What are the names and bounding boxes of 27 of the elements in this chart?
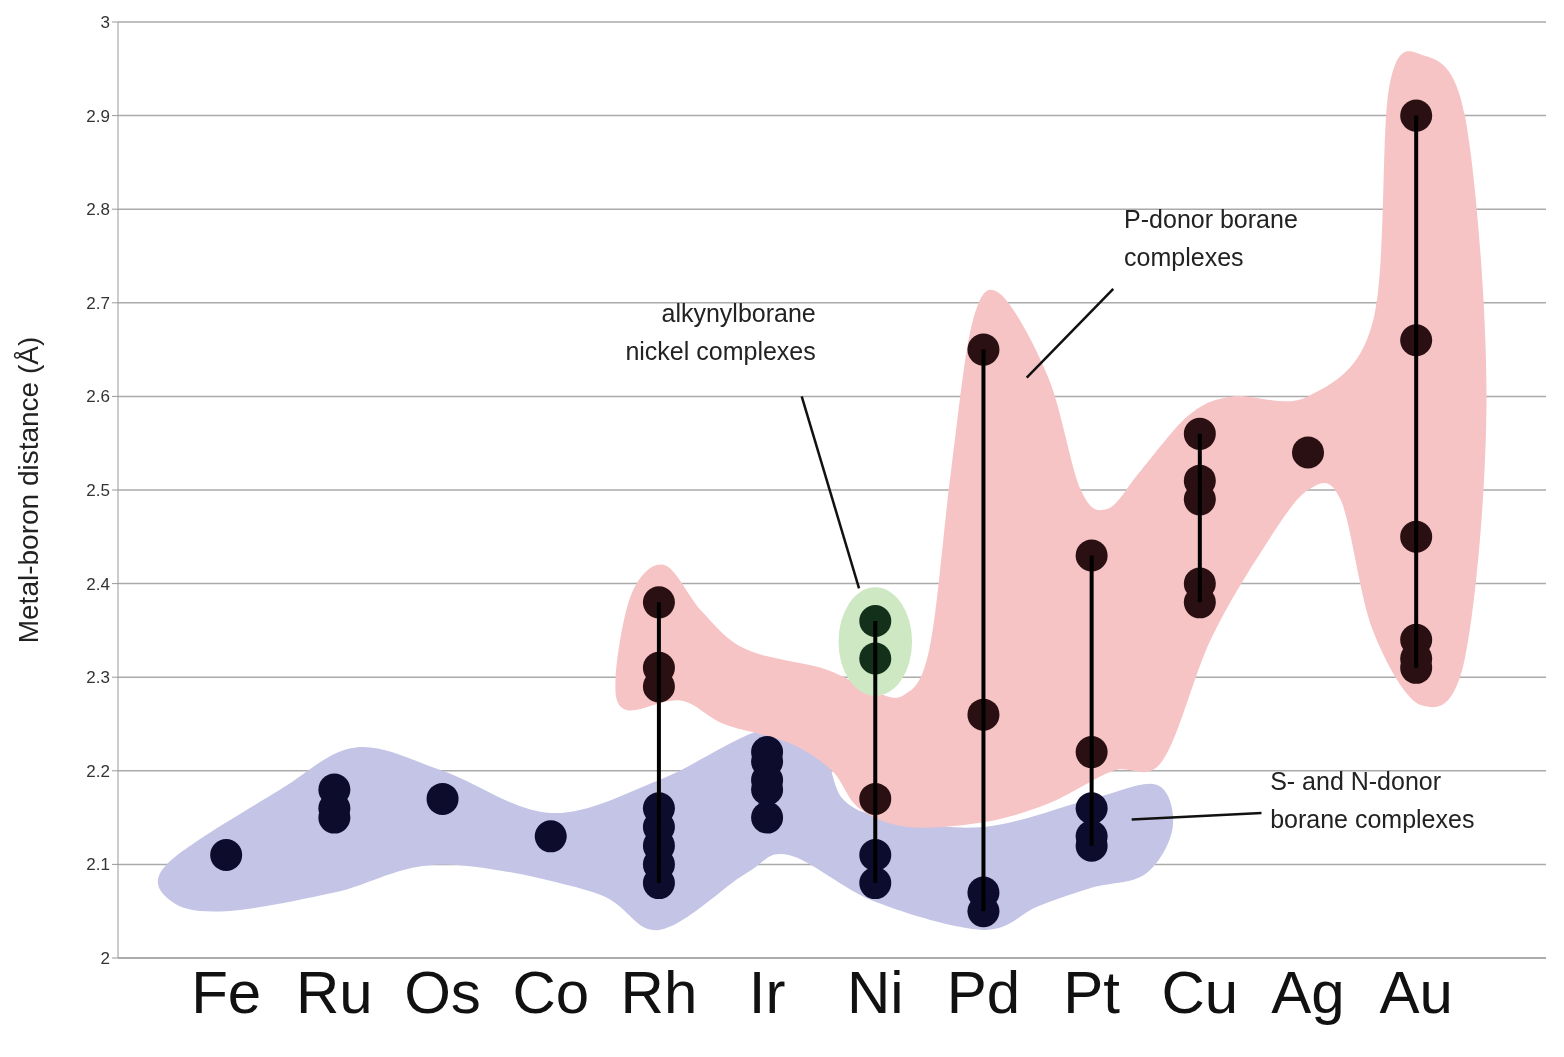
y-tick-label: 2.2 [86, 761, 110, 781]
annotation: S- and N-donor borane complexes [1270, 766, 1475, 833]
x-tick-label: Ni [846, 958, 904, 1026]
y-tick-label: 2.8 [86, 200, 110, 220]
y-tick-label: 2 [100, 949, 110, 969]
x-tick-label: Au [1379, 958, 1453, 1026]
x-tick-label: Pt [1063, 958, 1121, 1026]
x-tick-label: Pd [946, 958, 1021, 1026]
y-tick-label: 2.3 [86, 668, 110, 688]
y-tick-label: 2.4 [86, 574, 110, 594]
annotation: alkynylborane nickel complexes [625, 298, 816, 365]
x-tick-label: Ag [1271, 958, 1345, 1026]
x-tick-label: Ir [748, 958, 786, 1026]
y-tick-label: 3 [100, 13, 110, 33]
x-tick-label: Rh [620, 958, 698, 1026]
x-tick-label: Co [512, 958, 590, 1026]
x-tick-label: Fe [191, 958, 262, 1026]
y-tick-label: 2.1 [86, 855, 110, 875]
y-tick-label: 2.9 [86, 106, 110, 126]
x-tick-label: Cu [1161, 958, 1239, 1026]
y-tick-label: 2.7 [86, 293, 110, 313]
x-tick-label: Os [404, 958, 481, 1026]
y-axis-title: Metal-boron distance (Å) [12, 336, 44, 644]
y-tick-label: 2.5 [86, 481, 110, 501]
y-tick-label: 2.6 [86, 387, 110, 407]
annotation: P-donor borane complexes [1124, 204, 1298, 271]
x-tick-label: Ru [296, 958, 373, 1026]
